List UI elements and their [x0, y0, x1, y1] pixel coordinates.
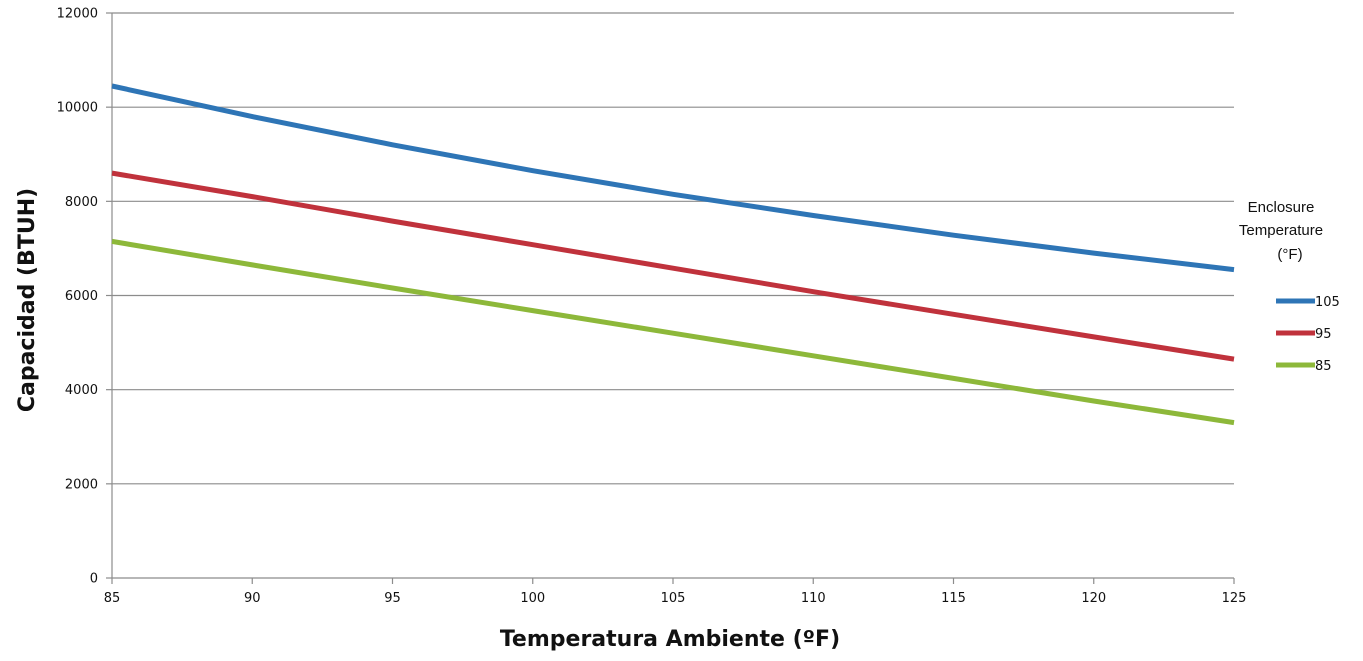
- y-axis-title: Capacidad (BTUH): [15, 188, 40, 412]
- y-tick-label: 4000: [65, 383, 98, 398]
- x-tick-label: 90: [244, 591, 261, 606]
- x-axis-title: Temperatura Ambiente (ºF): [500, 627, 840, 652]
- x-tick-label: 110: [801, 591, 826, 606]
- x-tick-labels: 85 90 95 100 105 110 115 120 125: [104, 591, 1247, 606]
- x-tick-label: 125: [1222, 591, 1247, 606]
- legend-label-105: 105: [1315, 295, 1340, 310]
- series-line-105: [111, 83, 1235, 273]
- legend-title-line-1: Enclosure: [1248, 199, 1315, 216]
- y-tick-label: 6000: [65, 289, 98, 304]
- axes: [111, 13, 1235, 584]
- legend-items: 105 95 85: [1276, 295, 1340, 374]
- x-tick-label: 105: [661, 591, 686, 606]
- y-tick-labels: 0 2000 4000 6000 8000 10000 12000: [57, 7, 98, 587]
- legend-title-line-2: Temperature: [1239, 222, 1323, 239]
- x-tick-label: 95: [384, 591, 401, 606]
- y-tick-label: 2000: [65, 477, 98, 492]
- series-line-85: [111, 238, 1235, 426]
- legend-label-95: 95: [1315, 327, 1332, 342]
- series-line-95: [111, 170, 1235, 362]
- legend: Enclosure Temperature (°F) 105 95 85: [1239, 199, 1340, 374]
- x-tick-label: 120: [1081, 591, 1106, 606]
- y-tick-label: 0: [90, 572, 98, 587]
- x-tick-label: 85: [104, 591, 121, 606]
- gridlines: [106, 12, 1234, 579]
- legend-label-85: 85: [1315, 359, 1332, 374]
- y-tick-label: 10000: [57, 101, 98, 116]
- series-lines: [111, 83, 1235, 426]
- legend-title-line-3: (°F): [1277, 246, 1302, 263]
- x-tick-label: 100: [520, 591, 545, 606]
- y-tick-label: 12000: [57, 7, 98, 22]
- x-tick-label: 115: [941, 591, 966, 606]
- y-tick-label: 8000: [65, 195, 98, 210]
